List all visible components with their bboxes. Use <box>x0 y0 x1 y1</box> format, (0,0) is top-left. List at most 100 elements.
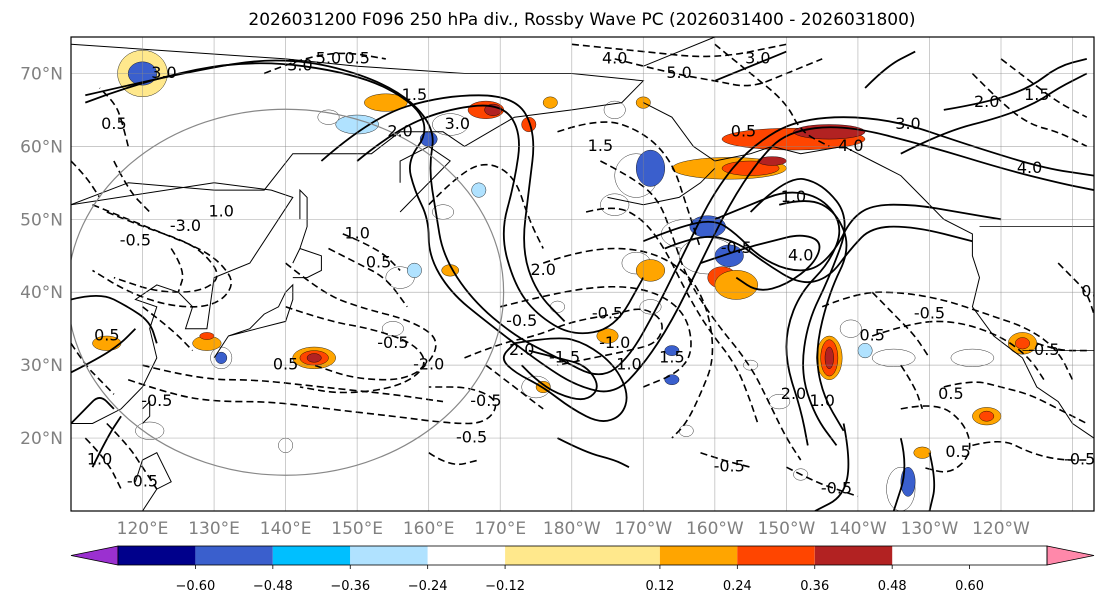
contour-line-negative <box>571 43 787 58</box>
contour-line-negative <box>786 466 859 498</box>
shading-cell <box>364 93 408 112</box>
colorbar-tick-label: −0.36 <box>330 579 370 594</box>
lon-tick-label: 170°E <box>474 519 526 539</box>
colorbar-segment <box>272 546 351 565</box>
contour-label: 2.0 <box>509 340 534 359</box>
contour-label: 1.0 <box>781 187 806 206</box>
contour-line-negative <box>600 160 802 461</box>
shading-cell <box>636 259 666 282</box>
coastline <box>142 400 151 424</box>
contour-label: 2.0 <box>781 384 806 403</box>
contour-line-positive <box>71 397 115 425</box>
colorbar-segment <box>505 546 660 565</box>
contour-label: -3.0 <box>170 216 201 235</box>
contour-label: -0.5 <box>127 471 158 490</box>
contour-line-positive <box>91 415 122 468</box>
contour-label: 1.0 <box>344 223 369 242</box>
contour-line-positive <box>71 294 158 344</box>
contour-line-negative <box>500 285 692 388</box>
contour-line-positive <box>864 50 916 89</box>
coastline <box>299 188 308 249</box>
shading-cell <box>135 421 165 440</box>
shading-cell <box>306 353 322 363</box>
contour-line-positive <box>943 58 1088 111</box>
lon-tick-label: 150°E <box>331 519 383 539</box>
contour-label: -0.5 <box>592 304 623 323</box>
lon-tick-label: 130°W <box>901 519 959 539</box>
shading-cell <box>550 300 565 313</box>
contour-line-negative <box>900 405 971 473</box>
shading-cell <box>521 116 537 132</box>
coastline <box>213 283 294 359</box>
shading-cell <box>664 345 680 356</box>
shading-cell <box>872 348 916 367</box>
contour-label: 4.0 <box>602 48 627 67</box>
contour-line-positive <box>900 72 1088 155</box>
contour-label: -0.5 <box>120 231 151 250</box>
contour-line-negative <box>614 58 823 87</box>
coastline <box>292 247 322 279</box>
contour-label: -1.5 <box>549 347 580 366</box>
contour-line-negative <box>428 163 544 249</box>
shading-cell <box>664 374 680 386</box>
contour-line-negative <box>285 306 425 394</box>
contour-line-negative <box>1057 262 1094 315</box>
contour-line-negative <box>84 437 122 490</box>
longitude-labels: 120°E 130°E 140°E 150°E 160°E 170°E 180°W 170°W… <box>117 519 1030 539</box>
shading-cell <box>542 96 558 109</box>
contour-line-positive <box>71 328 137 374</box>
contour-line-negative <box>557 121 702 249</box>
contour-line-negative <box>714 43 830 148</box>
contour-label: -0.5 <box>506 311 537 330</box>
contour-label: -0.5 <box>470 391 501 410</box>
contour-label: 0.5 <box>859 326 884 345</box>
contour-line-negative <box>71 160 101 198</box>
contour-label: 0.5 <box>945 442 970 461</box>
coastlines <box>71 37 1094 511</box>
contour-line-negative <box>342 233 401 271</box>
shading-cell <box>432 113 469 136</box>
colorbar-extend-max <box>1046 545 1095 566</box>
shading-cell <box>678 424 694 437</box>
contour-label: -0.5 <box>456 428 487 447</box>
contour-label: 3.0 <box>287 56 312 75</box>
lat-tick-label: 70°N <box>20 64 63 84</box>
shading-cell <box>406 262 422 278</box>
contour-label: -0.5 <box>714 457 745 476</box>
contour-label: 1.0 <box>208 202 233 221</box>
colorbar-tick-label: −0.60 <box>175 579 215 594</box>
contour-line-positive <box>502 337 628 422</box>
contour-label: 1.5 <box>588 136 613 155</box>
contour-label: 3.0 <box>745 48 770 67</box>
contour-line-negative <box>142 306 194 352</box>
contour-line-positive <box>714 50 787 82</box>
shading-cell <box>913 446 932 459</box>
contour-label: 0.5 <box>101 114 126 133</box>
gridlines <box>71 37 1094 511</box>
contour-label: 0.5 <box>366 253 391 272</box>
contour-line-negative <box>700 451 751 468</box>
contour-label: 4.0 <box>1017 158 1042 177</box>
contour-label: -0.5 <box>721 238 752 257</box>
contour-line-positive <box>749 177 846 446</box>
contour-line-negative <box>106 422 158 490</box>
shading-cell <box>839 319 862 338</box>
contour-label: 0.5 <box>344 48 369 67</box>
lat-tick-label: 50°N <box>20 210 63 230</box>
contour-label: -0.5 <box>914 304 945 323</box>
contour-line-positive <box>85 59 1094 376</box>
contour-line-negative <box>871 320 1045 381</box>
region-circle <box>71 108 505 476</box>
shading-cell <box>596 328 619 344</box>
lon-tick-label: 150°W <box>758 519 816 539</box>
lon-tick-label: 140°W <box>829 519 887 539</box>
contour-line-negative <box>328 247 408 308</box>
shading-cell <box>471 182 487 198</box>
contour-label: 1.5 <box>402 85 427 104</box>
colorbar-tick-label: −0.48 <box>253 579 293 594</box>
contour-label: -0.5 <box>377 333 408 352</box>
lon-tick-label: 170°W <box>614 519 672 539</box>
lon-tick-label: 140°E <box>260 519 312 539</box>
contour-label: 1.0 <box>809 391 834 410</box>
contour-line-positive <box>642 203 1002 272</box>
